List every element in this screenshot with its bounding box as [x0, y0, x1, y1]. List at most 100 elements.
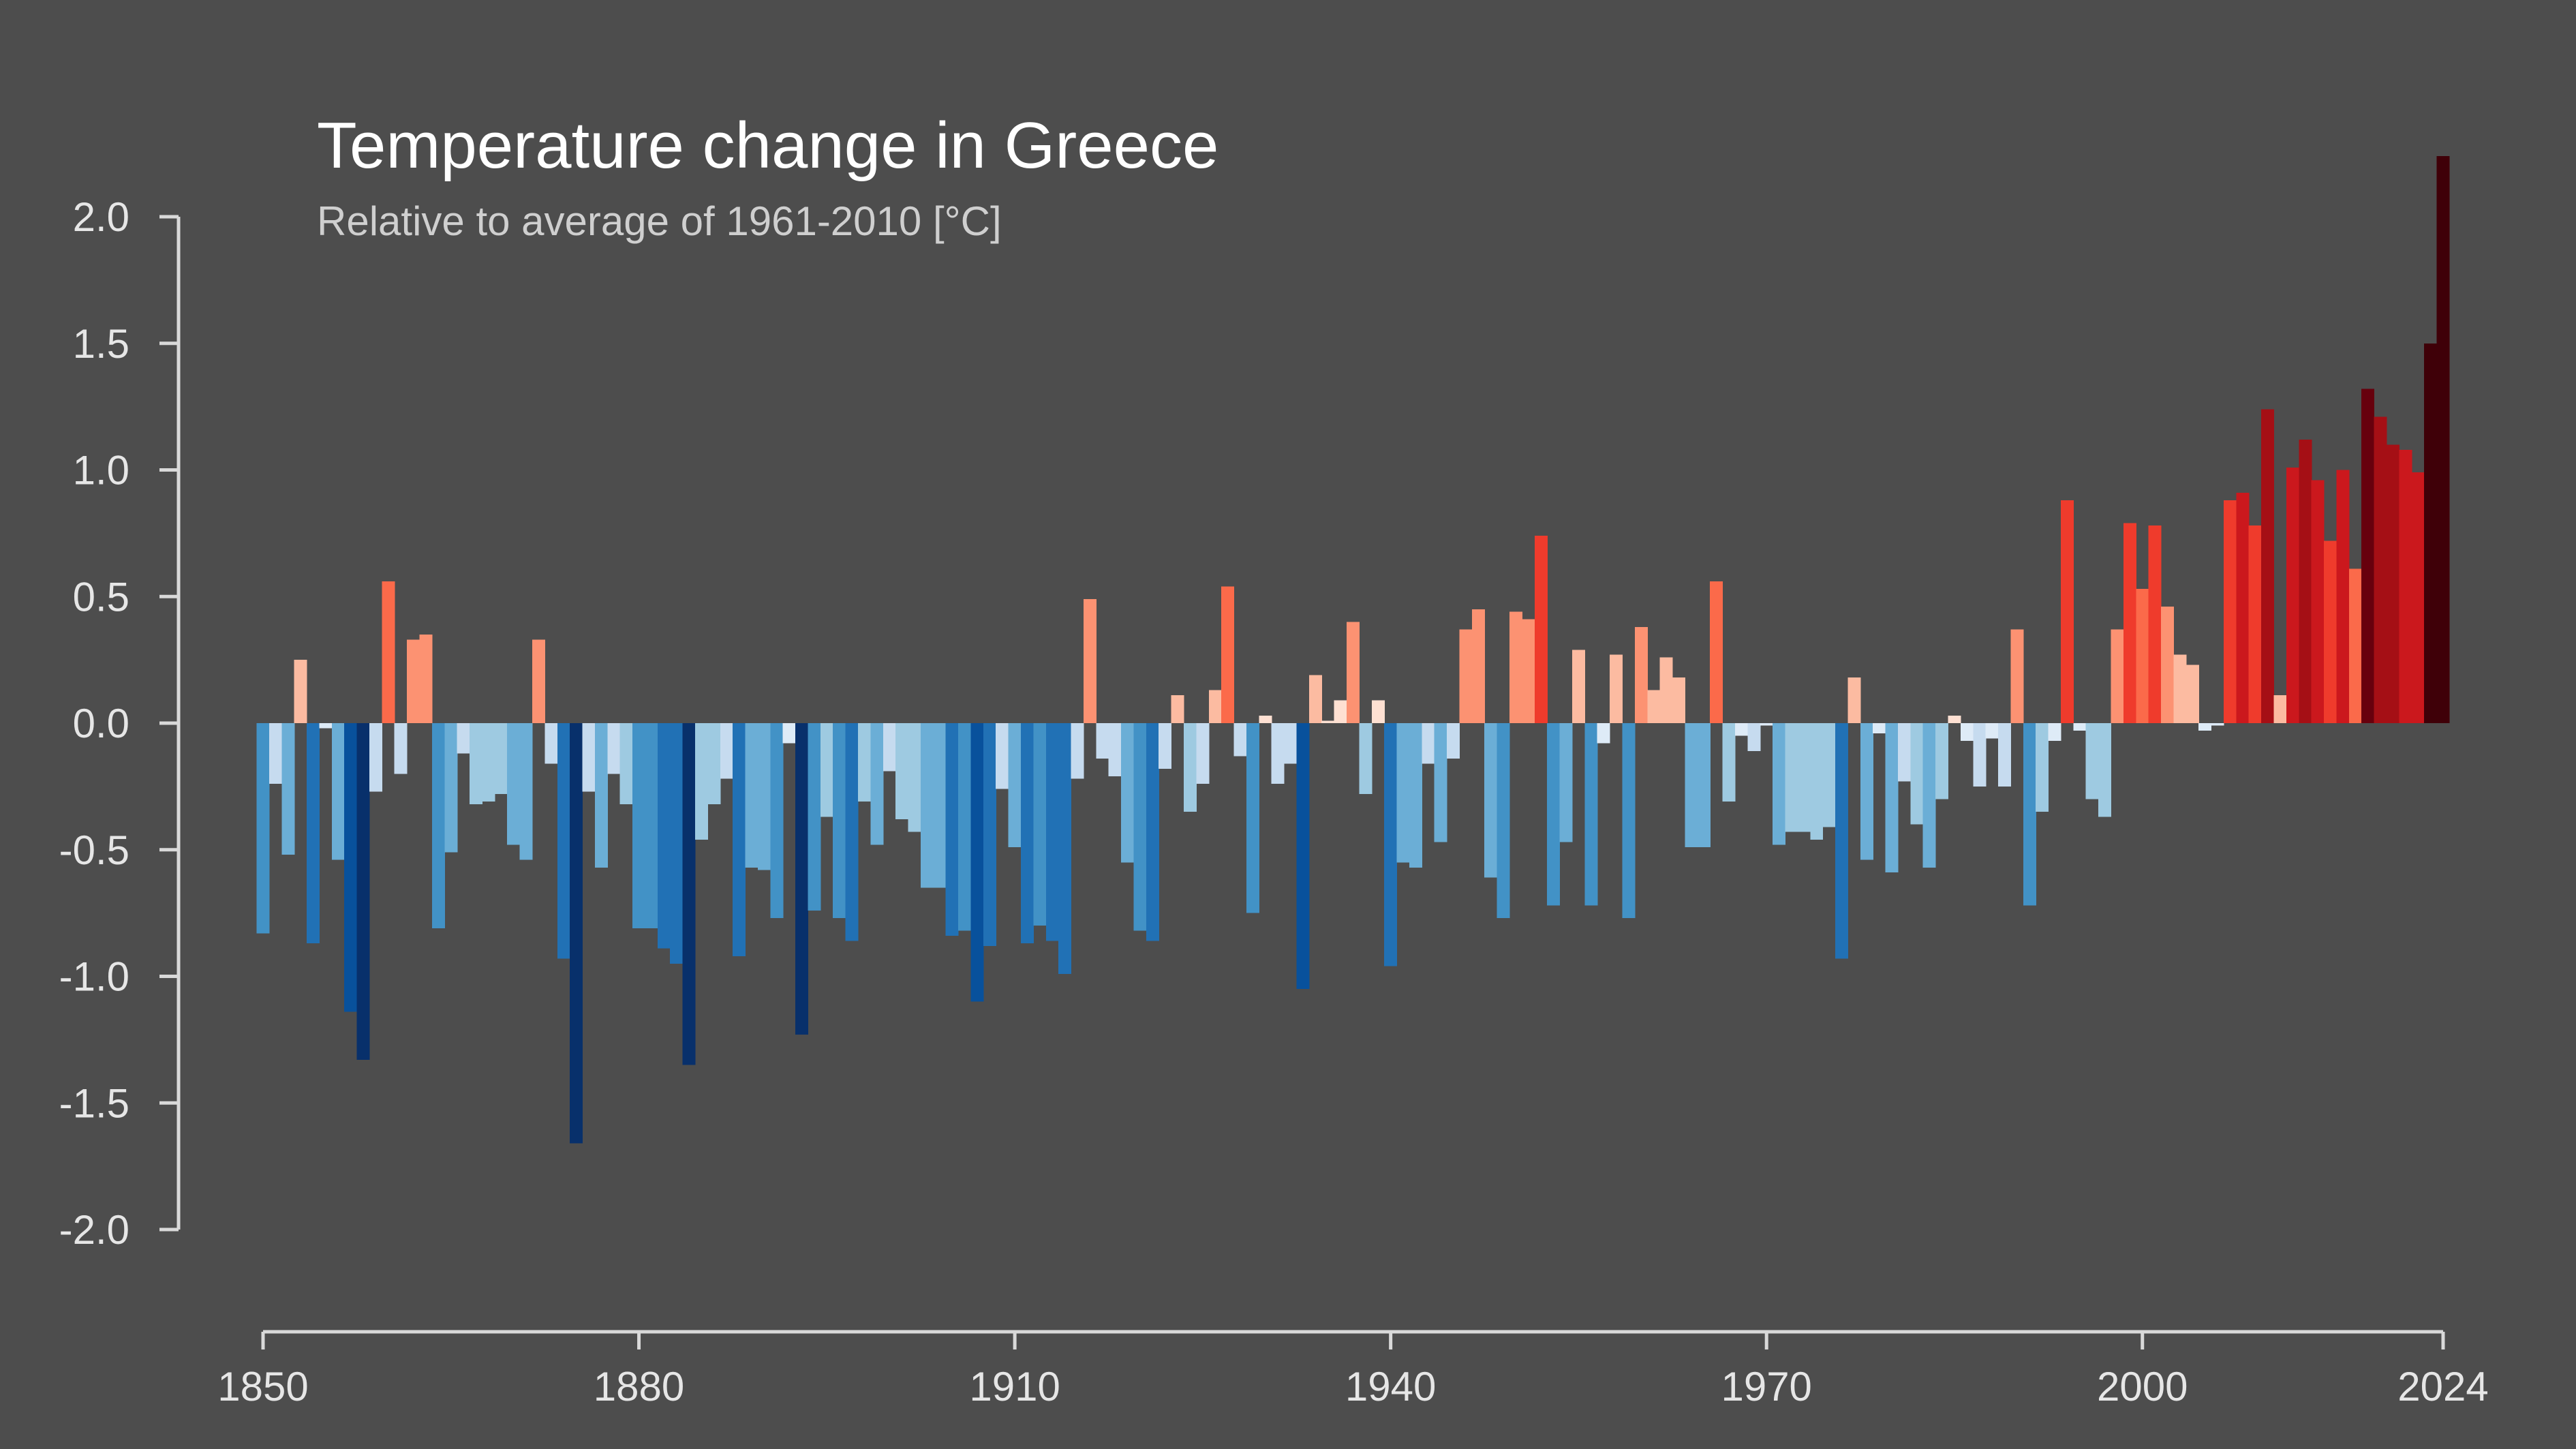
bar-1984 [1935, 723, 1949, 799]
bar-1862 [407, 639, 420, 723]
bar-1924 [1184, 723, 1197, 812]
bar-1936 [1334, 700, 1347, 723]
bar-1888 [733, 723, 746, 956]
bar-2014 [2311, 480, 2325, 723]
bar-1948 [1484, 723, 1498, 878]
bar-1985 [1948, 715, 1961, 723]
bar-1994 [2060, 500, 2074, 723]
bar-1937 [1347, 622, 1360, 723]
bar-1870 [507, 723, 521, 845]
bar-1865 [444, 723, 458, 853]
bar-1881 [645, 723, 658, 928]
bar-2002 [2161, 607, 2175, 723]
bar-1972 [1785, 723, 1798, 832]
bar-2015 [2324, 540, 2337, 723]
bar-1964 [1685, 723, 1698, 848]
bar-2016 [2336, 470, 2350, 723]
x-axis: 1850 1880 1910 1940 1970 2000 2024 [217, 1330, 2489, 1409]
bar-1912 [1033, 723, 1047, 926]
bar-1970 [1760, 723, 1773, 726]
bar-1959 [1622, 723, 1636, 919]
bar-1902 [908, 723, 921, 832]
bar-1889 [745, 723, 758, 868]
bar-1853 [294, 660, 307, 724]
bar-1925 [1196, 723, 1210, 784]
bar-1869 [494, 723, 508, 795]
bar-1926 [1208, 690, 1222, 723]
x-tick-label: 1850 [217, 1364, 308, 1409]
bar-1966 [1710, 581, 1723, 723]
bar-1890 [757, 723, 771, 870]
bar-1875 [570, 723, 583, 1144]
bar-1999 [2123, 523, 2136, 723]
bar-1910 [1008, 723, 1022, 848]
x-tick-label: 2024 [2397, 1364, 2488, 1409]
bar-1945 [1447, 723, 1460, 759]
y-tick-label: 0.5 [73, 574, 129, 620]
bar-1898 [857, 723, 871, 802]
bar-2000 [2136, 589, 2149, 723]
bar-1976 [1835, 723, 1849, 959]
bar-1909 [996, 723, 1009, 789]
bar-1990 [2010, 629, 2024, 723]
bar-1885 [694, 723, 708, 840]
bar-1935 [1321, 720, 1335, 723]
bar-1886 [707, 723, 721, 804]
bar-1950 [1509, 611, 1522, 723]
bar-1981 [1897, 723, 1911, 782]
bar-1974 [1810, 723, 1824, 840]
bar-1934 [1308, 675, 1322, 723]
bar-2003 [2173, 654, 2187, 723]
bar-1955 [1571, 650, 1585, 723]
bar-1953 [1547, 723, 1561, 906]
x-tick-label: 1880 [594, 1364, 684, 1409]
bar-1967 [1722, 723, 1736, 802]
bar-1971 [1773, 723, 1786, 845]
bar-1915 [1071, 723, 1084, 779]
bar-2012 [2286, 467, 2299, 723]
bar-1960 [1634, 626, 1648, 723]
bar-1962 [1659, 657, 1673, 723]
bar-1863 [419, 634, 433, 723]
bar-1938 [1359, 723, 1373, 795]
bar-2011 [2273, 695, 2287, 723]
bar-1867 [470, 723, 483, 804]
bar-1906 [958, 723, 972, 931]
y-axis: 2.0 1.5 1.0 0.5 0.0 -0.5 -1.0 -1.5 -2.0 [59, 194, 181, 1253]
bar-1923 [1171, 695, 1184, 723]
bar-1918 [1108, 723, 1122, 777]
bar-1956 [1584, 723, 1598, 906]
bar-1857 [344, 723, 358, 1012]
bar-2020 [2386, 444, 2399, 723]
bar-1991 [2023, 723, 2036, 906]
bar-1920 [1133, 723, 1147, 931]
bar-1973 [1797, 723, 1811, 832]
bar-1987 [1973, 723, 1987, 787]
bar-1877 [594, 723, 608, 868]
bar-1932 [1284, 723, 1298, 764]
bar-1856 [331, 723, 345, 860]
bar-1933 [1296, 723, 1310, 990]
bar-2023 [2424, 343, 2438, 723]
bar-1946 [1459, 629, 1473, 723]
bar-1880 [632, 723, 646, 928]
bar-1891 [770, 723, 784, 919]
bar-1903 [920, 723, 934, 888]
bar-1854 [307, 723, 320, 944]
chart-title: Temperature change in Greece [317, 109, 1218, 182]
bar-1851 [269, 723, 282, 784]
bar-1914 [1058, 723, 1072, 974]
bar-1860 [382, 581, 395, 723]
bar-1919 [1121, 723, 1135, 863]
bar-1908 [983, 723, 996, 946]
bar-1864 [431, 723, 445, 928]
bars-group [256, 155, 2450, 1144]
bar-1873 [545, 723, 558, 764]
bar-2022 [2411, 472, 2425, 723]
y-tick-label: 1.0 [73, 448, 129, 493]
bar-2009 [2248, 525, 2262, 723]
bar-1892 [782, 723, 796, 744]
bar-1879 [619, 723, 633, 804]
bar-1852 [281, 723, 295, 855]
